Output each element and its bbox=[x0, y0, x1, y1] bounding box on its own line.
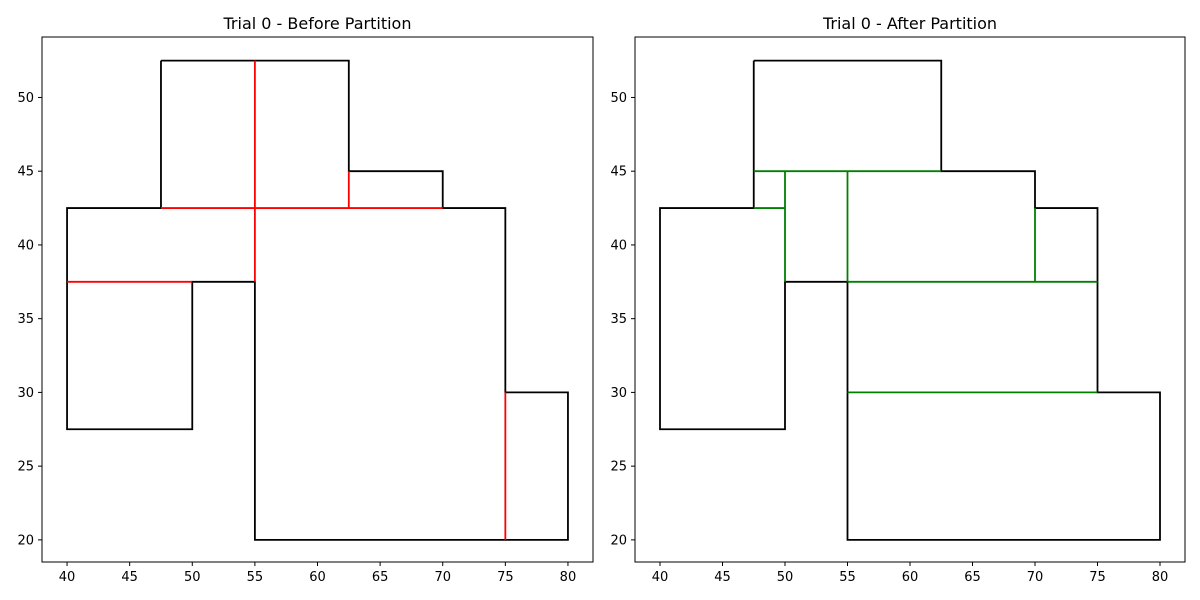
y-tick-label: 30 bbox=[610, 386, 627, 401]
x-tick-label: 60 bbox=[902, 570, 919, 585]
y-tick-label: 20 bbox=[610, 533, 627, 548]
y-tick-label: 20 bbox=[17, 533, 34, 548]
axes-frame bbox=[41, 36, 594, 563]
x-tick-label: 70 bbox=[1027, 570, 1044, 585]
x-tick-label: 80 bbox=[560, 570, 577, 585]
y-tick-label: 35 bbox=[17, 312, 34, 327]
y-tick-label: 45 bbox=[17, 165, 34, 180]
y-tick-label: 50 bbox=[610, 91, 627, 106]
x-tick-label: 70 bbox=[434, 570, 451, 585]
panel-before-partition: Trial 0 - Before Partition 40 45 50 55 60 65 7… bbox=[17, 14, 594, 585]
y-tick-label: 50 bbox=[17, 91, 34, 106]
y-tick-label: 25 bbox=[17, 460, 34, 475]
y-tick-label: 25 bbox=[610, 460, 627, 475]
x-tick-label: 55 bbox=[247, 570, 264, 585]
x-tick-label: 65 bbox=[964, 570, 981, 585]
x-tick-label: 40 bbox=[59, 570, 76, 585]
y-tick-label: 35 bbox=[610, 312, 627, 327]
x-tick-label: 80 bbox=[1152, 570, 1169, 585]
x-tick-label: 45 bbox=[714, 570, 731, 585]
x-tick-label: 75 bbox=[497, 570, 514, 585]
x-tick-label: 45 bbox=[121, 570, 138, 585]
y-tick-label: 40 bbox=[610, 238, 627, 253]
y-tick-label: 30 bbox=[17, 386, 34, 401]
y-tick-label: 45 bbox=[610, 165, 627, 180]
polygon-boundary-line bbox=[659, 59, 1161, 541]
x-tick-label: 40 bbox=[652, 570, 669, 585]
panel-after-partition: Trial 0 - After Partition 40 45 50 55 60 65 70… bbox=[610, 14, 1186, 585]
x-tick-label: 60 bbox=[309, 570, 326, 585]
x-tick-label: 75 bbox=[1089, 570, 1106, 585]
axes-frame bbox=[634, 36, 1186, 563]
chart-title: Trial 0 - After Partition bbox=[822, 14, 997, 33]
x-tick-label: 50 bbox=[777, 570, 794, 585]
y-tick-label: 40 bbox=[17, 238, 34, 253]
polygon-boundary-line bbox=[66, 59, 569, 541]
x-tick-label: 65 bbox=[372, 570, 389, 585]
x-tick-label: 50 bbox=[184, 570, 201, 585]
chart-title: Trial 0 - Before Partition bbox=[223, 14, 412, 33]
x-tick-label: 55 bbox=[839, 570, 856, 585]
